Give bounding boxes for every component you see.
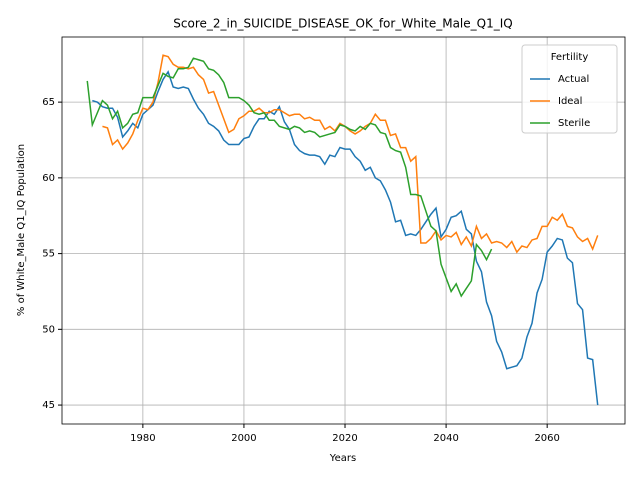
- x-tick-label: 2060: [534, 433, 559, 444]
- y-tick-label: 45: [42, 400, 55, 411]
- series-line: [86, 57, 493, 298]
- y-tick-label: 60: [42, 173, 55, 184]
- x-tick-label: 1980: [130, 433, 155, 444]
- legend-box: [521, 44, 618, 134]
- x-tick-label: 2040: [433, 433, 458, 444]
- chart-title: Score_2_in_SUICIDE_DISEASE_OK_for_White_…: [173, 17, 512, 31]
- legend: Fertility Actual Ideal Sterile: [521, 44, 618, 134]
- x-axis-label: Years: [329, 453, 356, 464]
- legend-label: Ideal: [558, 96, 582, 107]
- plot-frame: [61, 36, 626, 425]
- legend-label: Actual: [558, 74, 589, 85]
- series-line: [92, 70, 599, 406]
- legend-label: Sterile: [558, 118, 590, 129]
- y-tick-label: 65: [42, 97, 55, 108]
- x-tick-label: 2000: [231, 433, 256, 444]
- x-tick-label: 2020: [332, 433, 357, 444]
- y-axis-label: % of White_Male Q1_IQ Population: [16, 144, 27, 316]
- legend-title: Fertility: [551, 52, 589, 63]
- y-tick-label: 50: [42, 324, 55, 335]
- y-tick-label: 55: [42, 249, 55, 260]
